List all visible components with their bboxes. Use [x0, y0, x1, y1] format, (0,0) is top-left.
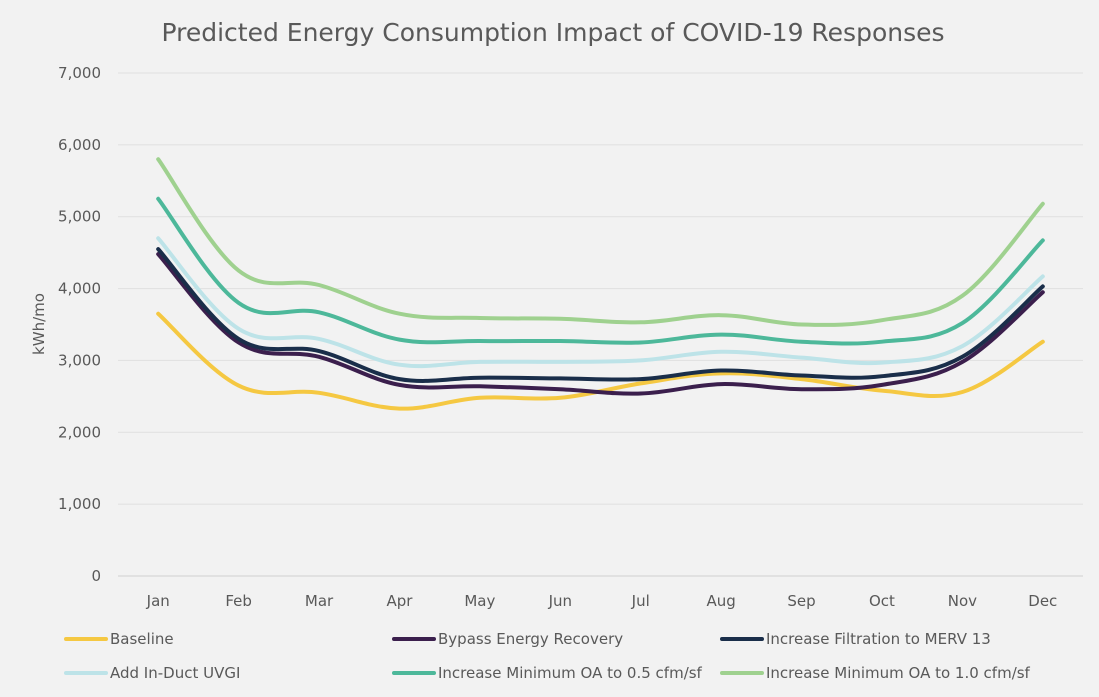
y-tick-label: 5,000 — [58, 208, 101, 226]
legend-item-baseline: Baseline — [64, 630, 174, 648]
x-tick-label: Jul — [631, 592, 650, 610]
y-tick-label: 4,000 — [58, 280, 101, 298]
x-tick-label: Apr — [386, 592, 413, 610]
x-tick-label: Mar — [305, 592, 334, 610]
y-tick-label: 2,000 — [58, 423, 101, 441]
series-line-increase-minimum-oa-to-1-0-cfm-sf — [156, 157, 1045, 327]
legend-item-increase-filtration-to-merv-13: Increase Filtration to MERV 13 — [720, 630, 991, 648]
series-lines — [156, 157, 1045, 411]
y-tick-label: 3,000 — [58, 351, 101, 369]
legend-label: Increase Minimum OA to 1.0 cfm/sf — [766, 664, 1031, 682]
x-tick-label: Jan — [146, 592, 170, 610]
x-tick-label: Jun — [548, 592, 572, 610]
legend-item-increase-minimum-oa-to-1-0-cfm-sf: Increase Minimum OA to 1.0 cfm/sf — [720, 664, 1031, 682]
x-tick-labels: Jan Feb Mar Apr May Jun Jul Aug Sep Oct Nov Dec — [146, 592, 1058, 610]
series-line-increase-filtration-to-merv-13 — [156, 247, 1045, 383]
y-tick-label: 6,000 — [58, 136, 101, 154]
x-tick-label: Nov — [948, 592, 977, 610]
series-line-increase-minimum-oa-to-0-5-cfm-sf — [156, 196, 1045, 346]
series-line-add-in-duct-uvgi — [156, 236, 1045, 369]
legend-label: Bypass Energy Recovery — [438, 630, 623, 648]
y-tick-label: 1,000 — [58, 495, 101, 513]
x-tick-label: May — [464, 592, 495, 610]
legend: Baseline Bypass Energy Recovery Increase F… — [64, 630, 1031, 682]
legend-item-bypass-energy-recovery: Bypass Energy Recovery — [392, 630, 623, 648]
legend-label: Baseline — [110, 630, 174, 648]
x-tick-label: Aug — [706, 592, 735, 610]
x-tick-label: Sep — [787, 592, 815, 610]
series-line-bypass-energy-recovery — [156, 252, 1045, 396]
gridlines — [118, 72, 1083, 577]
y-axis-label: kWh/mo — [30, 293, 48, 355]
chart-title: Predicted Energy Consumption Impact of C… — [161, 18, 944, 47]
x-tick-label: Feb — [225, 592, 252, 610]
legend-label: Add In-Duct UVGI — [110, 664, 240, 682]
legend-item-increase-minimum-oa-to-0-5-cfm-sf: Increase Minimum OA to 0.5 cfm/sf — [392, 664, 703, 682]
legend-item-add-in-duct-uvgi: Add In-Duct UVGI — [64, 664, 240, 682]
y-tick-label: 7,000 — [58, 64, 101, 82]
legend-label: Increase Minimum OA to 0.5 cfm/sf — [438, 664, 703, 682]
x-tick-label: Dec — [1028, 592, 1057, 610]
legend-label: Increase Filtration to MERV 13 — [766, 630, 991, 648]
y-tick-labels: 0 1,000 2,000 3,000 4,000 5,000 6,000 7,000 — [58, 64, 101, 585]
y-tick-label: 0 — [91, 567, 101, 585]
x-tick-label: Oct — [869, 592, 895, 610]
